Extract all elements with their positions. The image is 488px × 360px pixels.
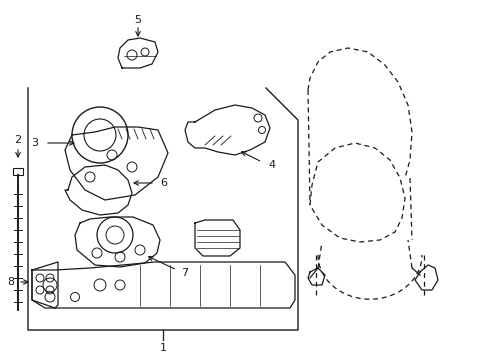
Text: 5: 5: [134, 15, 141, 25]
Text: 3: 3: [31, 138, 38, 148]
Text: 2: 2: [15, 135, 21, 145]
Text: 1: 1: [159, 343, 166, 353]
Bar: [13, 168, 23, 175]
Text: 6: 6: [160, 178, 167, 188]
Text: 8: 8: [7, 277, 14, 287]
Text: 4: 4: [267, 160, 275, 170]
Text: 7: 7: [181, 268, 188, 278]
